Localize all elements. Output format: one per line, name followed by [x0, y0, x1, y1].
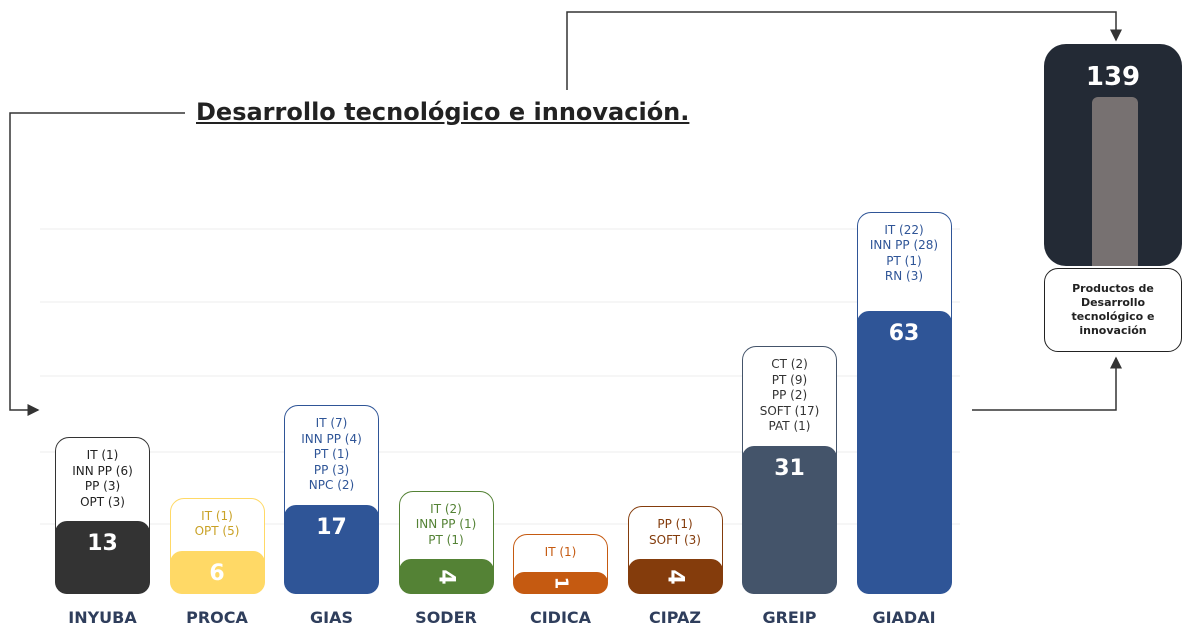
breakdown-item: PP (3) [313, 462, 350, 477]
breakdown-list: IT (22) INN PP (28) PT (1) RN (3) [858, 213, 951, 285]
breakdown-item: PT (1) [428, 532, 464, 547]
x-tick-label: GREIP [762, 608, 817, 627]
breakdown-item: IT (22) [884, 222, 924, 237]
breakdown-item: RN (3) [884, 269, 924, 284]
breakdown-list: IT (2) INN PP (1) PT (1) [400, 492, 493, 549]
breakdown-item: PT (9) [771, 372, 808, 387]
breakdown-item: INN PP (28) [869, 238, 939, 253]
x-tick-label: CIPAZ [649, 608, 701, 627]
breakdown-item: INN PP (6) [72, 463, 133, 478]
connector-top [566, 11, 1122, 90]
bar-value: 17 [316, 514, 347, 540]
x-tick-label: GIAS [310, 608, 353, 627]
breakdown-item: PT (1) [313, 447, 350, 462]
breakdown-item: INN PP (1) [415, 517, 477, 532]
x-tick-label: INYUBA [68, 608, 137, 627]
bar-value: 63 [888, 321, 920, 347]
breakdown-item: PT (1) [886, 253, 922, 268]
breakdown-item: IT (1) [544, 545, 577, 560]
bar-value: 4 [434, 568, 459, 585]
chart-title: Desarrollo tecnológico e innovación. [196, 98, 690, 126]
bar: 17 [284, 504, 379, 594]
breakdown-item: PP (1) [657, 517, 693, 532]
breakdown-item: CT (2) [771, 357, 808, 372]
breakdown-item: SOFT (3) [649, 532, 701, 547]
breakdown-item: INN PP (4) [301, 431, 362, 446]
breakdown-item: IT (1) [201, 508, 233, 523]
total-box: 139 [1044, 44, 1182, 266]
x-tick-label: CIDICA [529, 608, 592, 627]
total-value: 139 [1085, 62, 1141, 92]
breakdown-item: PAT (1) [768, 419, 811, 434]
bar-value: 6 [209, 560, 225, 586]
connector-left [9, 112, 185, 416]
bar: 63 [856, 311, 952, 594]
breakdown-item: OPT (3) [80, 494, 125, 509]
x-tick-label: SODER [415, 608, 477, 627]
bar: 4 [627, 559, 723, 594]
x-tick-label: GIADAI [872, 608, 936, 627]
connector-right [972, 356, 1122, 411]
total-bar [1092, 97, 1138, 266]
breakdown-list: PP (1) SOFT (3) [629, 507, 722, 548]
bar-value: 31 [774, 455, 805, 481]
breakdown-item: PP (2) [771, 388, 808, 403]
bar: 6 [169, 550, 265, 594]
bar: 1 [513, 571, 608, 594]
x-tick-label: PROCA [186, 608, 248, 627]
breakdown-list: IT (1) [514, 535, 607, 561]
breakdown-list: IT (1) INN PP (6) PP (3) OPT (3) [56, 438, 149, 510]
total-label: Productos de Desarrollo tecnológico e in… [1044, 268, 1182, 352]
breakdown-item: IT (7) [315, 416, 348, 431]
bar-value: 1 [550, 576, 572, 590]
breakdown-list: CT (2) PT (9) PP (2) SOFT (17) PAT (1) [743, 347, 836, 435]
bar: 13 [55, 521, 150, 594]
breakdown-item: SOFT (17) [759, 403, 820, 418]
breakdown-list: IT (1) OPT (5) [171, 499, 264, 540]
breakdown-item: IT (1) [86, 448, 119, 463]
bar-value: 4 [663, 568, 688, 585]
breakdown-item: NPC (2) [308, 478, 355, 493]
breakdown-item: PP (3) [84, 479, 121, 494]
breakdown-list: IT (7) INN PP (4) PT (1) PP (3) NPC (2) [285, 406, 378, 494]
bar: 31 [742, 445, 837, 594]
breakdown-item: OPT (5) [194, 524, 240, 539]
breakdown-item: IT (2) [430, 501, 462, 516]
bar-value: 13 [87, 531, 118, 557]
bar: 4 [398, 559, 494, 594]
